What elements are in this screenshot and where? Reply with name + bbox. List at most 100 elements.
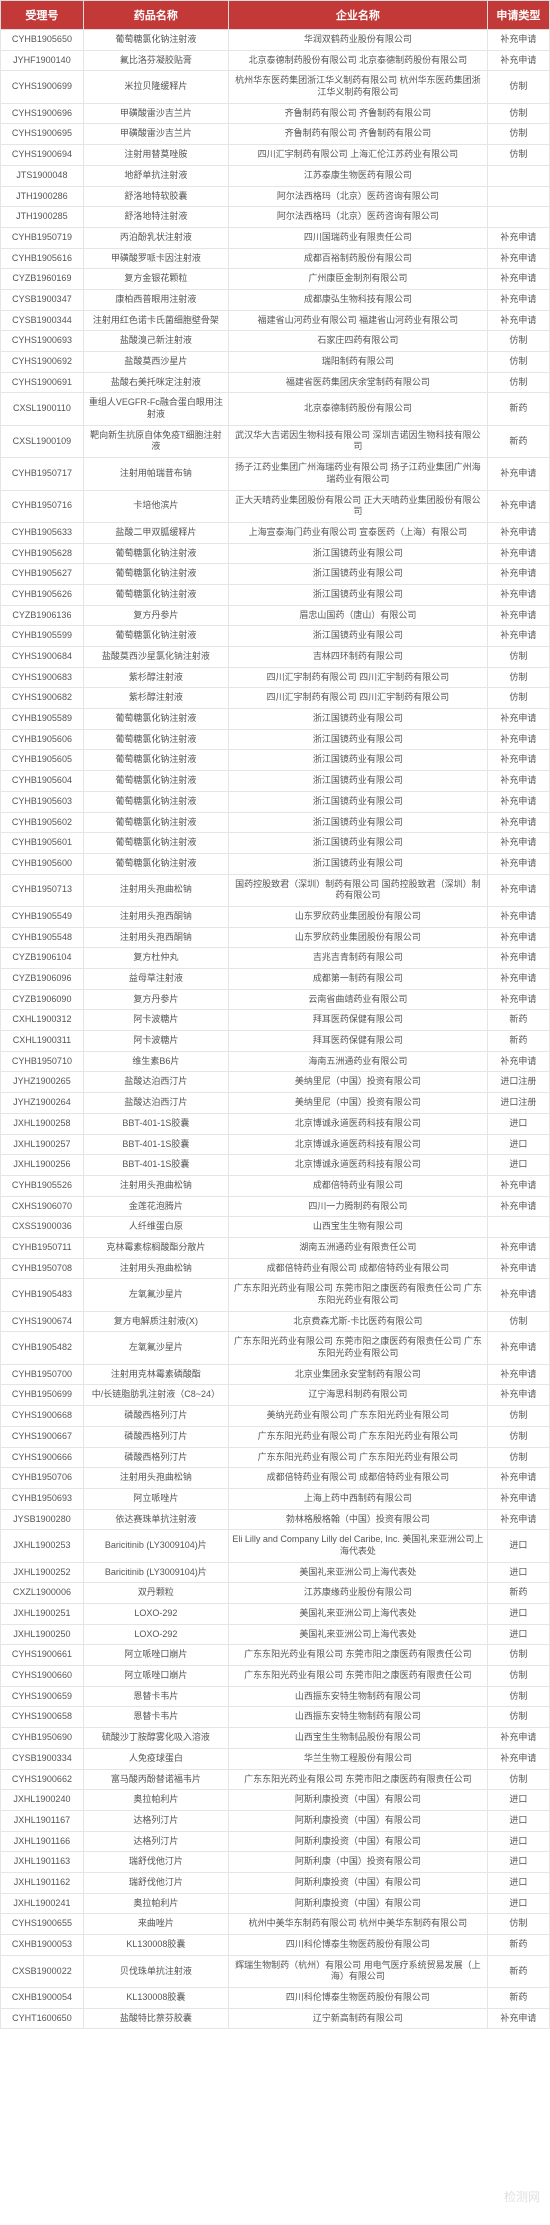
cell-id: CYHS1900682 [1,688,84,709]
cell-drug: 复方丹参片 [83,989,228,1010]
cell-drug: 恩替卡韦片 [83,1686,228,1707]
cell-id: CYHB1950700 [1,1364,84,1385]
cell-id: JYHF1900140 [1,50,84,71]
table-row: CYHS1900683 紫杉醇注射液 四川汇宇制药有限公司 四川汇宇制药有限公司… [1,667,550,688]
cell-drug: 葡萄糖氯化钠注射液 [83,709,228,730]
cell-id: JXHL1900256 [1,1155,84,1176]
cell-id: CYHB1950719 [1,227,84,248]
cell-company: 上海上药中西制药有限公司 [228,1488,487,1509]
cell-type: 仿制 [487,1311,549,1332]
cell-company: 华润双鹤药业股份有限公司 [228,30,487,51]
cell-drug: 恩替卡韦片 [83,1707,228,1728]
cell-id: CYHB1905603 [1,791,84,812]
cell-drug: 维生素B6片 [83,1051,228,1072]
cell-id: CYHS1900660 [1,1666,84,1687]
table-row: CYHB1905548 注射用头孢西酮钠 山东罗欣药业集团股份有限公司 补充申请 [1,927,550,948]
cell-type: 补充申请 [487,1237,549,1258]
cell-id: CYHB1905604 [1,771,84,792]
table-row: CYHB1905628 葡萄糖氯化钠注射液 浙江国镜药业有限公司 补充申请 [1,543,550,564]
cell-id: CYHS1900696 [1,103,84,124]
cell-company: 成都第一制药有限公司 [228,969,487,990]
cell-drug: 甲磺酸罗哌卡因注射液 [83,248,228,269]
cell-company: 拜耳医药保健有限公司 [228,1031,487,1052]
cell-id: CYZB1906104 [1,948,84,969]
table-row: CYHB1950711 克林霉素棕榈酸酯分散片 湖南五洲通药业有限责任公司 补充… [1,1237,550,1258]
cell-drug: 盐酸特比萘芬胶囊 [83,2008,228,2029]
cell-company: 美国礼来亚洲公司上海代表处 [228,1604,487,1625]
table-row: CYHB1905526 注射用头孢曲松钠 成都倍特药业有限公司 补充申请 [1,1175,550,1196]
cell-drug: 阿立哌唑片 [83,1488,228,1509]
table-row: CYHB1905616 甲磺酸罗哌卡因注射液 成都百裕制药股份有限公司 补充申请 [1,248,550,269]
table-row: CYHS1900668 磷酸西格列汀片 美纳光药业有限公司 广东东阳光药业有限公… [1,1406,550,1427]
cell-id: CYHB1950708 [1,1258,84,1279]
table-row: CYSB1900344 注射用红色诺卡氏菌细胞壁骨架 福建省山河药业有限公司 福… [1,310,550,331]
table-row: CYHB1905482 左氧氟沙星片 广东东阳光药业有限公司 东莞市阳之康医药有… [1,1332,550,1364]
cell-drug: 瑞舒伐他汀片 [83,1872,228,1893]
table-row: JXHL1900250 LOXO-292 美国礼来亚洲公司上海代表处 进口 [1,1624,550,1645]
cell-id: CYHB1905549 [1,906,84,927]
table-row: JXHL1901166 达格列汀片 阿斯利康投资（中国）有限公司 进口 [1,1831,550,1852]
cell-type: 仿制 [487,1645,549,1666]
cell-drug: LOXO-292 [83,1604,228,1625]
cell-id: CYHS1900692 [1,352,84,373]
cell-type: 补充申请 [487,969,549,990]
cell-drug: 注射用头孢曲松钠 [83,874,228,906]
table-row: CYZB1906096 益母草注射液 成都第一制药有限公司 补充申请 [1,969,550,990]
cell-company: 北京泰德制药股份有限公司 北京泰德制药股份有限公司 [228,50,487,71]
cell-id: JXHL1900252 [1,1562,84,1583]
cell-type: 仿制 [487,1707,549,1728]
cell-id: JTS1900048 [1,165,84,186]
cell-drug: 丙泊酚乳状注射液 [83,227,228,248]
cell-company: 浙江国镜药业有限公司 [228,812,487,833]
cell-drug: 盐酸二甲双胍缓释片 [83,522,228,543]
cell-id: CYHT1600650 [1,2008,84,2029]
cell-id: CYHS1900659 [1,1686,84,1707]
cell-id: JXHL1901166 [1,1831,84,1852]
cell-drug: 紫杉醇注射液 [83,667,228,688]
cell-type: 补充申请 [487,1385,549,1406]
cell-type [487,165,549,186]
cell-id: JXHL1900250 [1,1624,84,1645]
cell-company: 广东东阳光药业有限公司 广东东阳光药业有限公司 [228,1447,487,1468]
cell-company: 浙江国镜药业有限公司 [228,853,487,874]
cell-company: 眉忠山国药（唐山）有限公司 [228,605,487,626]
cell-id: CXZL1900006 [1,1583,84,1604]
table-row: CYHB1905606 葡萄糖氯化钠注射液 浙江国镜药业有限公司 补充申请 [1,729,550,750]
cell-company: 北京博诚永道医药科技有限公司 [228,1155,487,1176]
table-row: CYHB1950706 注射用头孢曲松钠 成都倍特药业有限公司 成都倍特药业有限… [1,1468,550,1489]
cell-company: 美纳里尼（中国）投资有限公司 [228,1093,487,1114]
table-row: CYHB1950690 硫酸沙丁胺醇雾化吸入溶液 山西宝生生物制品股份有限公司 … [1,1728,550,1749]
cell-company: 阿斯利康（中国）投资有限公司 [228,1852,487,1873]
cell-type: 补充申请 [487,853,549,874]
cell-drug: 氟比洛芬凝胶贴膏 [83,50,228,71]
cell-drug: 地舒单抗注射液 [83,165,228,186]
cell-company: 阿斯利康投资（中国）有限公司 [228,1872,487,1893]
cell-drug: 葡萄糖氯化钠注射液 [83,584,228,605]
cell-company: 武汉华大吉诺因生物科技有限公司 深圳吉诺因生物科技有限公司 [228,425,487,457]
cell-company: 齐鲁制药有限公司 齐鲁制药有限公司 [228,124,487,145]
cell-company: 浙江国镜药业有限公司 [228,584,487,605]
table-row: JXHL1901167 达格列汀片 阿斯利康投资（中国）有限公司 进口 [1,1810,550,1831]
cell-id: JXHL1901163 [1,1852,84,1873]
table-row: CYHB1905601 葡萄糖氯化钠注射液 浙江国镜药业有限公司 补充申请 [1,833,550,854]
cell-type: 补充申请 [487,564,549,585]
cell-type: 补充申请 [487,1488,549,1509]
cell-type: 补充申请 [487,490,549,522]
cell-id: CYHB1950710 [1,1051,84,1072]
cell-type: 补充申请 [487,248,549,269]
table-header-row: 受理号 药品名称 企业名称 申请类型 [1,1,550,30]
cell-id: CYZB1906096 [1,969,84,990]
cell-drug: BBT-401-1S胶囊 [83,1134,228,1155]
cell-type: 仿制 [487,688,549,709]
cell-drug: LOXO-292 [83,1624,228,1645]
cell-type: 仿制 [487,372,549,393]
table-row: CXSL1900109 靶向新生抗原自体免疫T细胞注射液 武汉华大吉诺因生物科技… [1,425,550,457]
cell-id: CXSB1900022 [1,1955,84,1987]
table-row: CXHL1900312 阿卡波糖片 拜耳医药保健有限公司 新药 [1,1010,550,1031]
table-row: JXHL1900258 BBT-401-1S胶囊 北京博诚永道医药科技有限公司 … [1,1113,550,1134]
cell-company: 美纳里尼（中国）投资有限公司 [228,1072,487,1093]
cell-id: CYHB1905650 [1,30,84,51]
cell-drug: 益母草注射液 [83,969,228,990]
header-id: 受理号 [1,1,84,30]
cell-id: CYHB1905526 [1,1175,84,1196]
